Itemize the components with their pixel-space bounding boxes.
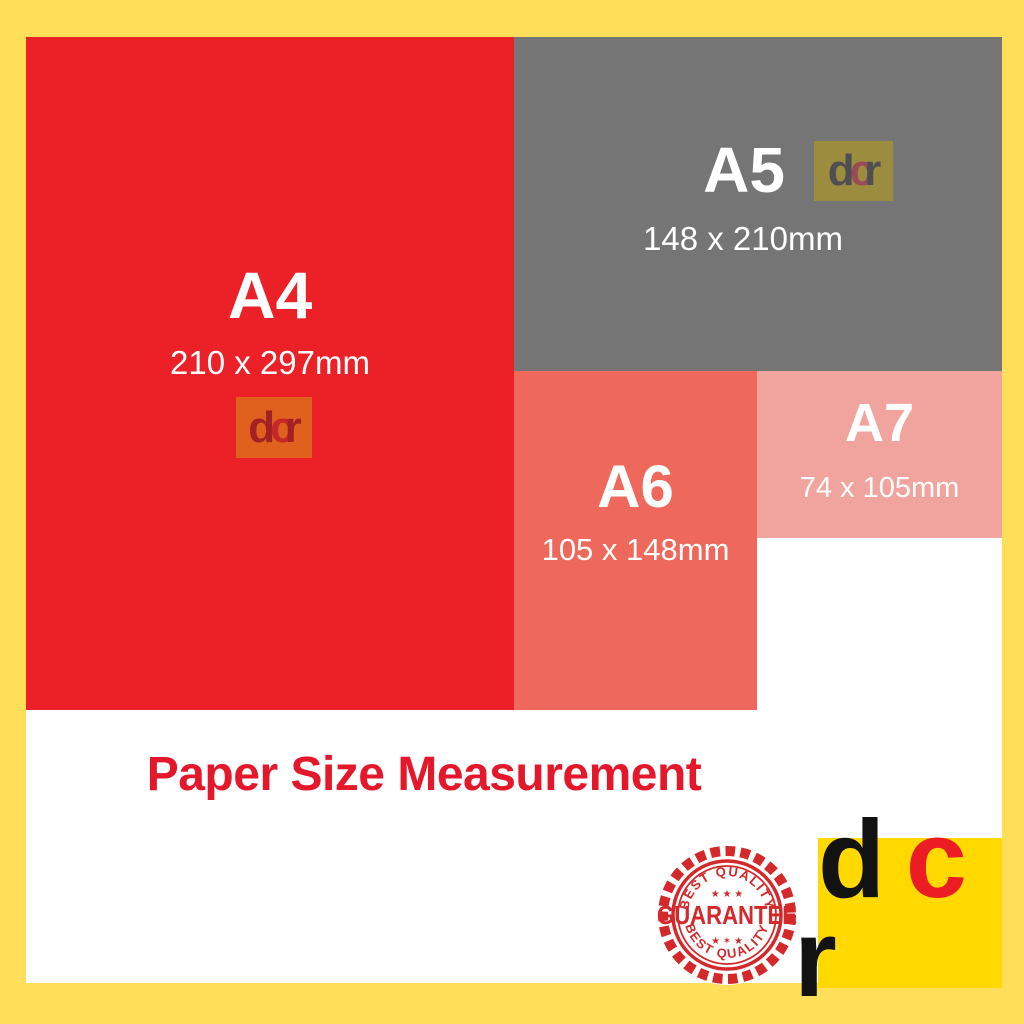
paper-a5-dimensions: 148 x 210mm: [643, 220, 843, 257]
logo-letter-r: r: [794, 897, 837, 1020]
watermark-letter-c: c: [849, 146, 875, 195]
badge-stars-bottom: ★ ✶ ★: [711, 936, 743, 947]
paper-a5: A5 148 x 210mm d c r: [514, 37, 1002, 371]
watermark-letter-d: d: [248, 402, 275, 452]
paper-a7-dimensions: 74 x 105mm: [799, 472, 960, 504]
logo-letter-c: c: [905, 798, 967, 921]
page-title: Paper Size Measurement: [146, 748, 702, 801]
paper-a5-label: A5: [703, 134, 785, 206]
paper-a4-dimensions: 210 x 297mm: [170, 344, 370, 381]
dcr-logo: d c r: [794, 798, 1002, 1016]
dcr-watermark-orange: d c r: [236, 397, 312, 458]
badge-inner-ring-thin: [677, 865, 777, 965]
dcr-logo-square: d c r: [794, 805, 1002, 1014]
paper-a6-dimensions: 105 x 148mm: [541, 532, 730, 567]
logo-letter-d: d: [818, 798, 886, 921]
badge-stars-top: ★ ★ ★: [711, 889, 743, 900]
dcr-watermark-olive: d c r: [814, 141, 893, 201]
watermark-letter-r: r: [864, 146, 881, 195]
paper-a4-label: A4: [227, 258, 313, 332]
badge-center-text: GUARANTEE: [657, 900, 797, 930]
watermark-letter-d: d: [827, 146, 855, 195]
badge-inner-ring: [671, 859, 783, 971]
paper-a7-label: A7: [844, 393, 915, 453]
watermark-letter-c: c: [270, 402, 295, 452]
paper-a6: A6 105 x 148mm: [514, 371, 757, 710]
paper-a7: A7 74 x 105mm: [757, 371, 1002, 538]
paper-a4: A4 210 x 297mm d c r: [26, 37, 514, 710]
paper-a6-label: A6: [597, 453, 674, 520]
badge-scallop-ring: [658, 846, 796, 984]
guarantee-badge: BEST QUALITY ★ ★ ★ GUARANTEE ★ ✶ ★ BEST …: [657, 845, 797, 985]
watermark-letter-r: r: [284, 402, 302, 452]
